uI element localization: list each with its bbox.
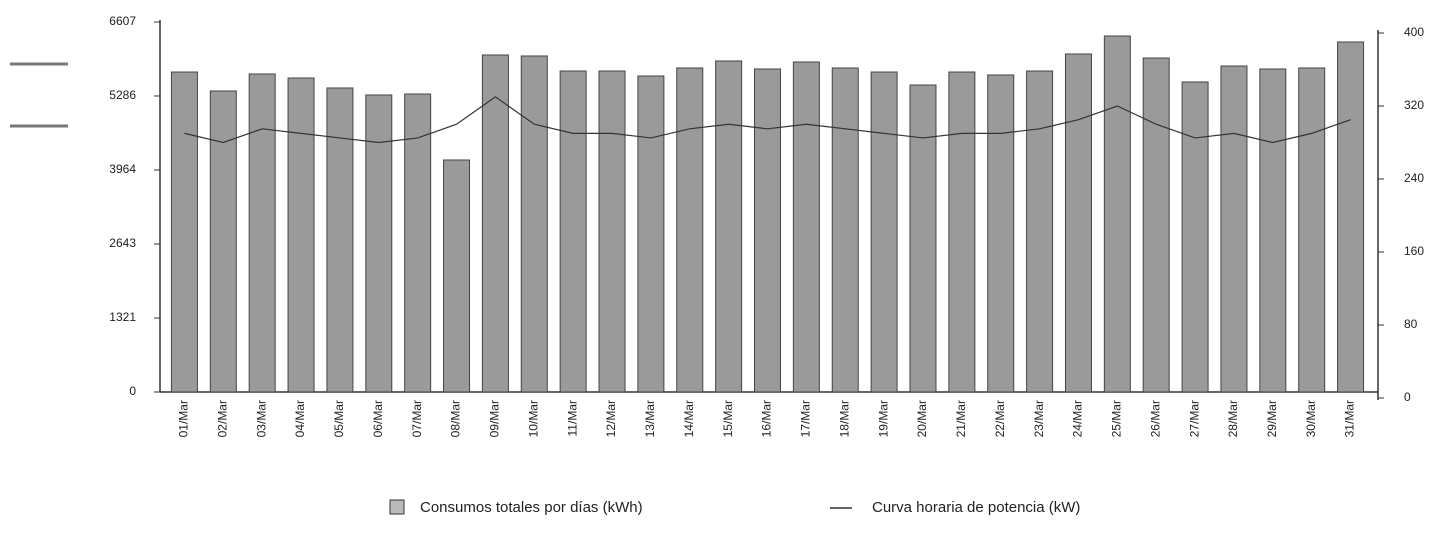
legend-label: Consumos totales por días (kWh) bbox=[420, 499, 643, 516]
x-tick-label: 15/Mar bbox=[721, 400, 735, 437]
bar bbox=[948, 71, 976, 393]
y2-tick-label: 400 bbox=[1404, 25, 1424, 39]
x-tick-label: 10/Mar bbox=[526, 400, 540, 437]
x-tick-label: 02/Mar bbox=[215, 400, 229, 437]
bar bbox=[404, 93, 432, 393]
y2-tick-label: 320 bbox=[1404, 98, 1424, 112]
bar bbox=[870, 71, 898, 393]
bar bbox=[676, 67, 704, 393]
x-tick-label: 09/Mar bbox=[488, 400, 502, 437]
bar bbox=[1220, 65, 1248, 393]
bar bbox=[598, 70, 626, 393]
x-tick-label: 03/Mar bbox=[254, 400, 268, 437]
y-tick-label: 5286 bbox=[109, 88, 136, 102]
x-tick-label: 04/Mar bbox=[293, 400, 307, 437]
bar bbox=[1103, 35, 1131, 393]
x-tick-label: 18/Mar bbox=[837, 400, 851, 437]
x-tick-label: 25/Mar bbox=[1110, 400, 1124, 437]
x-tick-label: 31/Mar bbox=[1343, 400, 1357, 437]
bar bbox=[987, 74, 1015, 393]
bar bbox=[481, 54, 509, 393]
bar bbox=[443, 159, 471, 393]
bar bbox=[754, 68, 781, 393]
x-tick-label: 23/Mar bbox=[1032, 400, 1046, 437]
bar bbox=[1064, 53, 1092, 393]
x-tick-label: 24/Mar bbox=[1071, 400, 1085, 437]
x-tick-label: 06/Mar bbox=[371, 400, 385, 437]
legend-label: Curva horaria de potencia (kW) bbox=[872, 499, 1080, 516]
x-tick-label: 07/Mar bbox=[410, 400, 424, 437]
x-tick-label: 27/Mar bbox=[1187, 400, 1201, 437]
bar bbox=[365, 94, 393, 393]
legend-swatch bbox=[389, 499, 405, 515]
bar bbox=[170, 71, 198, 393]
bar bbox=[209, 90, 237, 393]
line bbox=[184, 96, 1351, 144]
y2-tick-label: 80 bbox=[1404, 317, 1418, 331]
bar bbox=[1298, 67, 1326, 393]
bar bbox=[1026, 70, 1054, 393]
bar bbox=[831, 67, 859, 393]
y2-tick-label: 240 bbox=[1404, 171, 1424, 185]
bar bbox=[637, 75, 665, 393]
bar bbox=[559, 70, 587, 393]
x-tick-label: 13/Mar bbox=[643, 400, 657, 437]
bar bbox=[520, 55, 548, 393]
bar bbox=[326, 87, 354, 393]
x-tick-label: 01/Mar bbox=[177, 400, 191, 437]
x-tick-label: 11/Mar bbox=[565, 400, 579, 436]
x-tick-label: 30/Mar bbox=[1304, 400, 1318, 437]
x-tick-label: 05/Mar bbox=[332, 400, 346, 437]
x-tick-label: 29/Mar bbox=[1265, 400, 1279, 437]
bar bbox=[1142, 57, 1170, 393]
x-tick-label: 12/Mar bbox=[604, 400, 618, 437]
bar bbox=[715, 60, 743, 393]
bar bbox=[248, 73, 276, 393]
x-tick-label: 26/Mar bbox=[1148, 400, 1162, 437]
y-tick-label: 1321 bbox=[109, 310, 136, 324]
x-tick-label: 28/Mar bbox=[1226, 400, 1240, 437]
bar bbox=[792, 61, 820, 393]
x-tick-label: 17/Mar bbox=[799, 400, 813, 437]
x-tick-label: 14/Mar bbox=[682, 400, 696, 437]
bar bbox=[1259, 68, 1287, 393]
y2-tick-label: 160 bbox=[1404, 244, 1424, 258]
bar bbox=[1337, 41, 1365, 393]
x-tick-label: 21/Mar bbox=[954, 400, 968, 437]
x-tick-label: 20/Mar bbox=[915, 400, 929, 437]
x-tick-label: 22/Mar bbox=[993, 400, 1007, 437]
bar bbox=[1181, 81, 1209, 393]
x-tick-label: 08/Mar bbox=[449, 400, 463, 437]
y-tick-label: 3964 bbox=[109, 162, 136, 176]
y-tick-label: 2643 bbox=[109, 236, 136, 250]
y-tick-label: 0 bbox=[129, 384, 136, 398]
y2-tick-label: 0 bbox=[1404, 390, 1411, 404]
x-tick-label: 16/Mar bbox=[760, 400, 774, 437]
bar bbox=[909, 84, 937, 393]
y-tick-label: 6607 bbox=[109, 14, 136, 28]
x-tick-label: 19/Mar bbox=[876, 400, 890, 437]
bar bbox=[287, 77, 315, 393]
